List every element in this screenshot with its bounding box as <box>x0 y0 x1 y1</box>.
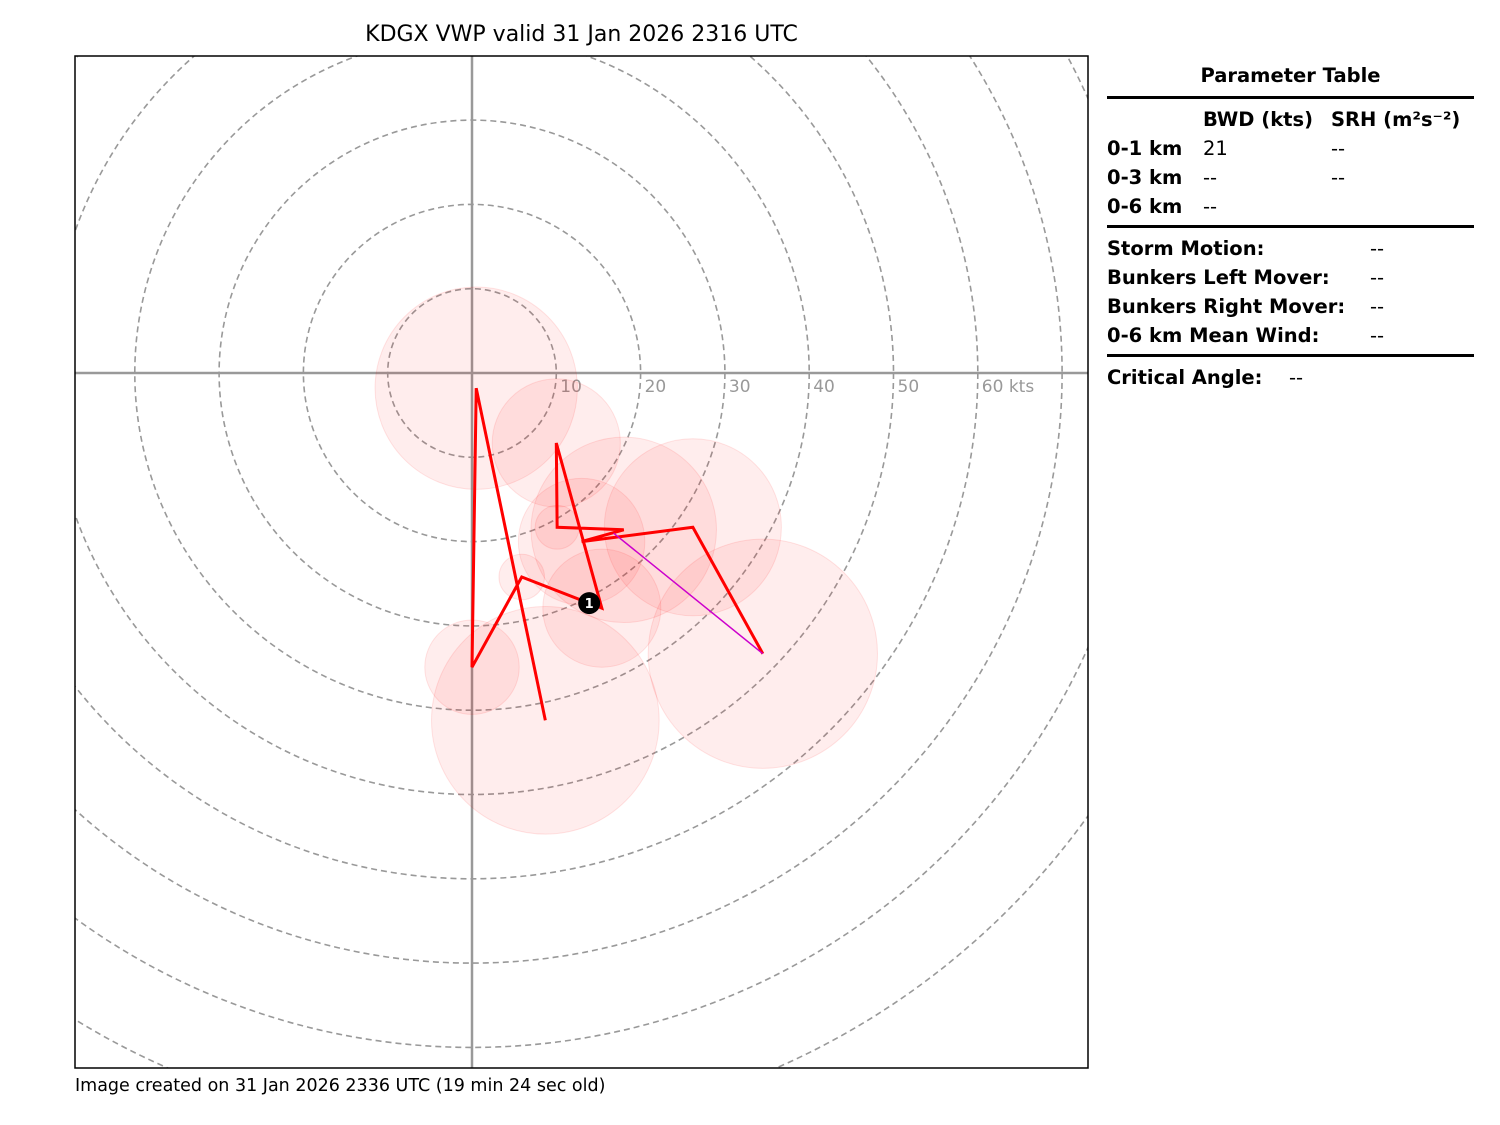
height-marker-label: 1 <box>585 597 594 612</box>
range-ring <box>75 56 979 880</box>
shear-vector-line <box>613 532 764 655</box>
chart-title: KDGX VWP valid 31 Jan 2026 2316 UTC <box>365 22 798 47</box>
ring-label: 40 <box>813 377 835 397</box>
motion-value: -- <box>1370 295 1385 318</box>
ring-label: 60 kts <box>982 377 1035 397</box>
ring-label: 10 <box>560 377 582 397</box>
critical-angle-value: -- <box>1289 366 1304 389</box>
divider <box>1107 225 1474 228</box>
range-ring <box>218 119 726 627</box>
layer-label: 0-1 km <box>1107 137 1183 160</box>
col-srh: SRH (m²s⁻²) <box>1331 108 1461 131</box>
motion-row: Bunkers Left Mover: -- <box>1107 263 1474 292</box>
height-marker <box>578 592 601 615</box>
col-bwd: BWD (kts) <box>1203 108 1314 131</box>
divider <box>1107 96 1474 99</box>
motion-value: -- <box>1370 324 1385 347</box>
footer-timestamp: Image created on 31 Jan 2026 2336 UTC (1… <box>75 1076 606 1096</box>
range-ring <box>134 56 810 711</box>
motion-label: Storm Motion: <box>1107 237 1265 260</box>
range-ring <box>302 203 642 543</box>
range-ring <box>75 56 895 796</box>
srh-value: -- <box>1331 137 1346 160</box>
bwd-value: -- <box>1203 195 1218 218</box>
bwd-value: 21 <box>1203 137 1228 160</box>
motion-label: Bunkers Right Mover: <box>1107 295 1346 318</box>
motion-label: 0-6 km Mean Wind: <box>1107 324 1320 347</box>
motion-value: -- <box>1370 237 1385 260</box>
shear-row: 0-1 km 21 -- <box>1107 134 1474 163</box>
shear-row: 0-3 km -- -- <box>1107 163 1474 192</box>
ring-label: 20 <box>645 377 667 397</box>
plot-frame <box>74 55 1089 1069</box>
layer-label: 0-6 km <box>1107 195 1183 218</box>
layer-label: 0-3 km <box>1107 166 1183 189</box>
motion-value: -- <box>1370 266 1385 289</box>
shear-row: 0-6 km -- <box>1107 192 1474 221</box>
critical-angle-label: Critical Angle: <box>1107 366 1263 389</box>
motion-row: Storm Motion: -- <box>1107 234 1474 263</box>
divider <box>1107 354 1474 357</box>
bwd-value: -- <box>1203 166 1218 189</box>
ring-label: 50 <box>898 377 920 397</box>
ring-label: 30 <box>729 377 751 397</box>
range-ring <box>75 56 1063 964</box>
motion-row: Bunkers Right Mover: -- <box>1107 292 1474 321</box>
range-ring <box>386 287 558 459</box>
table-title: Parameter Table <box>1200 64 1381 87</box>
motion-label: Bunkers Left Mover: <box>1107 266 1330 289</box>
parameter-table: Parameter Table BWD (kts) SRH (m²s⁻²) 0-1… <box>1107 64 1474 392</box>
srh-value: -- <box>1331 166 1346 189</box>
motion-row: 0-6 km Mean Wind: -- <box>1107 321 1474 350</box>
